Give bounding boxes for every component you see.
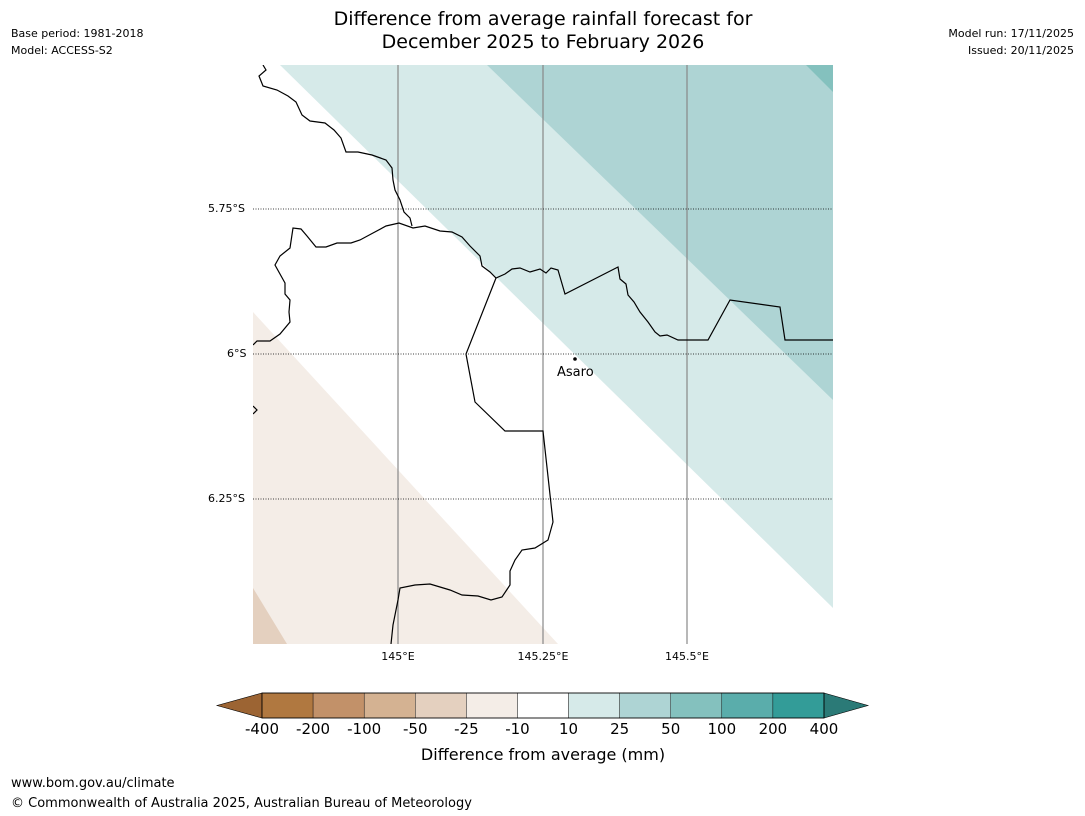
colorbar-segment — [568, 692, 620, 719]
colorbar-segment — [619, 692, 671, 719]
colorbar-label: 25 — [610, 720, 630, 738]
issued-label: Issued: 20/11/2025 — [967, 44, 1074, 57]
chart-title: Difference from average rainfall forecas… — [243, 8, 843, 54]
model-label: Model: ACCESS-S2 — [11, 44, 113, 57]
colorbar-extend-high — [823, 692, 870, 719]
footer-url: www.bom.gov.au/climate — [11, 776, 175, 791]
colorbar-label: 200 — [758, 720, 788, 738]
map-panel — [253, 65, 833, 644]
colorbar-segment — [721, 692, 774, 719]
lon-label-145-5: 145.5°E — [665, 650, 709, 663]
model-run-label: Model run: 17/11/2025 — [948, 27, 1074, 40]
colorbar-segment — [261, 692, 314, 719]
band-50-100 — [806, 65, 833, 92]
colorbar-frame — [261, 692, 825, 719]
colorbar-title: Difference from average (mm) — [420, 745, 666, 764]
colorbar-segment — [466, 692, 518, 719]
colorbar-label: 400 — [809, 720, 839, 738]
band-minus25-minus50 — [253, 588, 287, 644]
lat-label-5-75: 5.75°S — [208, 202, 245, 215]
colorbar-label: -400 — [244, 720, 280, 738]
lon-label-145-25: 145.25°E — [517, 650, 569, 663]
colorbar-segment — [670, 692, 723, 719]
colorbar-label: 100 — [707, 720, 737, 738]
place-label-asaro: Asaro — [557, 365, 594, 380]
colorbar-label: 50 — [661, 720, 681, 738]
title-line-2: December 2025 to February 2026 — [381, 31, 705, 53]
colorbar-label: -200 — [296, 720, 331, 738]
colorbar-segment — [312, 692, 365, 719]
boundary-west-fragment — [253, 405, 258, 415]
colorbar-segment — [363, 692, 416, 719]
lon-label-145: 145°E — [381, 650, 415, 663]
boundary-district — [390, 277, 554, 644]
colorbar-label: 10 — [558, 720, 579, 738]
base-period-label: Base period: 1981-2018 — [11, 27, 144, 40]
colorbar — [215, 692, 870, 719]
colorbar-segment — [772, 692, 825, 719]
band-25-50 — [487, 65, 833, 400]
colorbar-label: -100 — [347, 720, 382, 738]
colorbar-segment — [517, 692, 569, 719]
boundary-northwest — [258, 65, 413, 227]
boundary-central — [253, 222, 833, 346]
footer-copyright: © Commonwealth of Australia 2025, Austra… — [11, 796, 472, 811]
title-line-1: Difference from average rainfall forecas… — [333, 8, 753, 30]
colorbar-label: -10 — [505, 720, 530, 738]
band-minus10-minus25 — [253, 312, 558, 644]
colorbar-label: -25 — [454, 720, 479, 738]
colorbar-segment — [415, 692, 467, 719]
lat-label-6-25: 6.25°S — [208, 492, 245, 505]
asaro-marker — [573, 357, 577, 361]
colorbar-label: -50 — [403, 720, 428, 738]
lat-label-6: 6°S — [227, 347, 247, 360]
colorbar-extend-low — [215, 692, 263, 719]
